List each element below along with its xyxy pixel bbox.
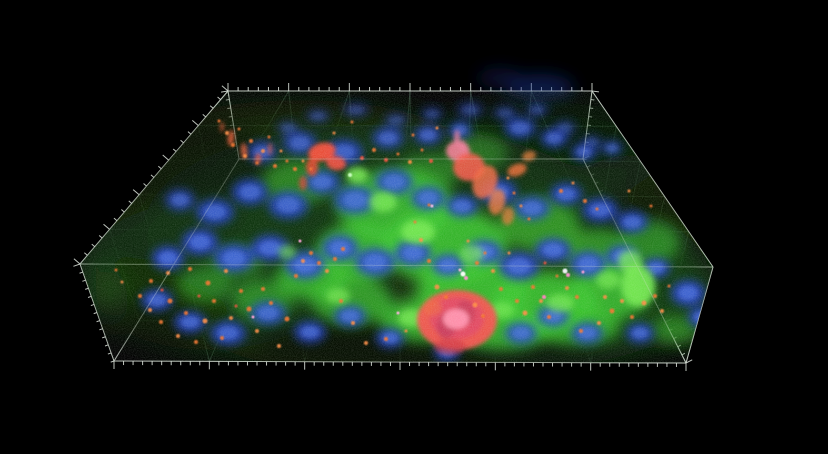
tick-mark: [90, 303, 95, 307]
tick-mark: [91, 243, 96, 248]
box-edge: [79, 263, 115, 362]
tick-mark: [202, 113, 207, 118]
tick-mark: [73, 263, 81, 267]
box-edge: [582, 158, 687, 364]
tick-mark: [158, 165, 162, 170]
wireframe-overlay: [79, 90, 714, 364]
tick-mark: [85, 287, 89, 290]
box-edge: [113, 360, 687, 364]
box-edge: [79, 90, 229, 265]
tick-mark: [87, 295, 92, 298]
tick-mark: [162, 154, 170, 161]
box-edge: [79, 263, 714, 268]
tick-mark: [102, 336, 106, 339]
tick-mark: [187, 131, 192, 135]
tick-mark: [73, 258, 81, 265]
tick-mark: [84, 252, 88, 256]
tick-mark: [150, 174, 155, 178]
tick-mark: [98, 235, 103, 239]
box-edge: [113, 158, 240, 362]
tick-mark: [113, 217, 118, 222]
tick-mark: [221, 85, 229, 92]
tick-mark: [172, 148, 177, 152]
tick-mark: [99, 328, 103, 331]
tick-mark: [107, 352, 112, 355]
box-edge: [227, 90, 240, 160]
tick-mark: [82, 279, 86, 282]
tick-mark: [110, 360, 115, 363]
tick-mark: [103, 223, 110, 230]
tick-mark: [220, 90, 229, 93]
tick-mark: [209, 105, 214, 109]
tick-mark: [191, 120, 199, 126]
tick-mark: [96, 320, 100, 323]
box-edge: [685, 266, 714, 364]
tick-mark: [217, 96, 221, 101]
tick-mark: [104, 344, 109, 347]
speckle-noise-overlay: [80, 91, 713, 363]
tick-mark: [128, 200, 133, 204]
tick-mark: [93, 312, 98, 315]
tick-mark: [685, 359, 693, 364]
tick-mark: [143, 183, 147, 187]
tick-mark: [121, 209, 125, 213]
tick-mark: [591, 90, 599, 93]
tick-mark: [79, 271, 83, 274]
box-edge: [582, 90, 593, 160]
volume-layers: [80, 91, 713, 363]
tick-mark: [180, 139, 184, 144]
blue-glow-blob: [478, 68, 522, 88]
tick-mark: [132, 189, 140, 196]
box-edge: [591, 90, 714, 268]
